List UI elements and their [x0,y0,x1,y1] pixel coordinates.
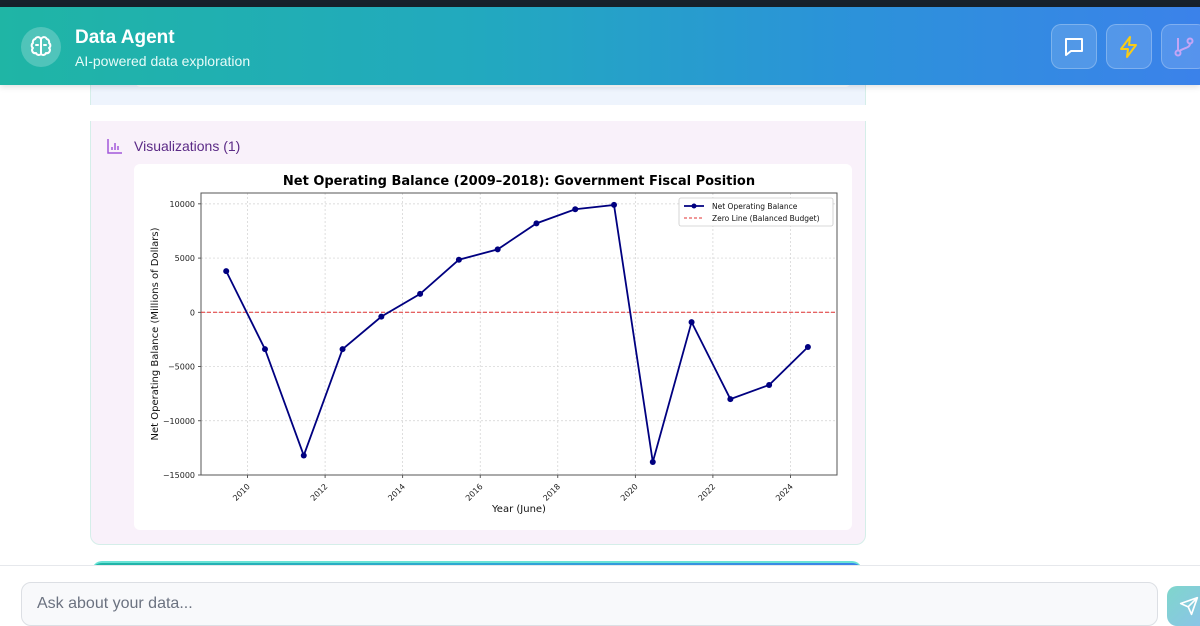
data-point [339,346,346,353]
data-point [804,344,811,351]
x-tick-label: 2010 [231,482,252,503]
app-header: Data Agent AI-powered data exploration [0,7,1200,85]
data-point [455,256,462,263]
x-tick-label: 2018 [541,482,562,503]
app-title: Data Agent [75,27,175,48]
actions-button[interactable] [1106,24,1152,69]
data-point [688,319,695,326]
data-point [533,220,540,227]
app-subtitle: AI-powered data exploration [75,53,251,69]
y-tick-label: 5000 [175,254,195,263]
chart-legend [678,197,834,227]
data-point [261,346,268,353]
next-message-card [92,561,862,565]
data-point [611,201,618,208]
branch-button[interactable] [1161,24,1200,69]
visualizations-heading: Visualizations (1) [134,138,241,154]
chat-scroll-area[interactable]: Visualizations (1) Net Operating Balance… [0,85,1200,565]
x-tick-label: 2016 [464,482,485,503]
y-axis-label: Net Operating Balance (Millions of Dolla… [150,227,161,440]
x-axis-label: Year (June) [491,504,546,515]
x-tick-label: 2024 [774,482,795,503]
bar-chart-icon [107,139,122,154]
git-branch-icon [1174,37,1194,56]
previous-code-block [135,85,851,87]
data-point [649,458,656,465]
message-square-icon [1065,37,1083,56]
data-point [572,206,579,213]
send-button[interactable] [1167,586,1200,626]
input-bar [0,565,1200,626]
brain-icon [21,27,61,67]
x-tick-label: 2012 [309,482,330,503]
line-chart: Net Operating Balance (2009–2018): Gover… [150,174,838,515]
previous-message-card [90,85,866,105]
x-tick-label: 2014 [386,482,407,503]
chart-container: Net Operating Balance (2009–2018): Gover… [134,164,852,530]
legend-item-balance: Net Operating Balance [712,202,798,211]
send-icon [1179,596,1199,616]
y-tick-label: 0 [190,308,195,317]
data-point [223,268,230,275]
data-point [417,290,424,297]
y-tick-label: 10000 [170,200,195,209]
x-tick-label: 2020 [619,482,640,503]
x-tick-label: 2022 [697,482,718,503]
y-tick-label: −15000 [163,471,195,480]
chat-button[interactable] [1051,24,1097,69]
series-line [225,203,809,463]
y-tick-label: −5000 [168,363,195,372]
y-tick-label: −10000 [163,417,195,426]
window-top-strip [0,0,1200,7]
data-point [727,396,734,403]
chat-input[interactable] [21,582,1158,626]
data-point [766,381,773,388]
data-point [494,246,501,253]
data-point [378,313,385,320]
visualizations-panel: Visualizations (1) Net Operating Balance… [90,121,866,545]
data-point [300,452,307,459]
legend-item-zero-line: Zero Line (Balanced Budget) [712,214,820,223]
chart-title: Net Operating Balance (2009–2018): Gover… [283,174,755,189]
lightning-icon [1120,35,1137,58]
